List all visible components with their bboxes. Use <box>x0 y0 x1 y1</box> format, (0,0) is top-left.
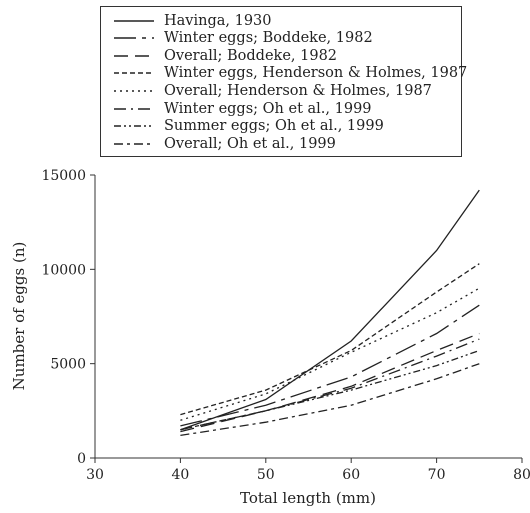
x-tick-label: 70 <box>428 467 446 483</box>
legend-entry: Winter eggs; Boddeke, 1982 <box>113 30 373 47</box>
y-tick-label: 10000 <box>41 262 86 278</box>
series-line-7 <box>180 349 480 431</box>
x-tick-label: 60 <box>342 467 360 483</box>
legend-swatch <box>114 54 154 57</box>
series-line-2 <box>180 304 480 427</box>
series-line-6 <box>180 338 480 431</box>
y-tick-label: 15000 <box>41 168 86 184</box>
legend-label: Winter eggs, Henderson & Holmes, 1987 <box>164 65 468 82</box>
legend-swatch <box>114 107 154 110</box>
legend-swatch <box>114 19 154 22</box>
legend-swatch <box>114 142 154 145</box>
x-ticks: 30 40 50 60 70 80 <box>86 458 530 483</box>
legend-entry: Winter eggs, Henderson & Holmes, 1987 <box>113 65 467 82</box>
y-ticks: 0 5000 10000 15000 <box>41 168 95 467</box>
x-tick-label: 40 <box>171 467 189 483</box>
legend-label: Summer eggs; Oh et al., 1999 <box>164 118 384 135</box>
y-tick-label: 0 <box>77 451 86 467</box>
series-line-5 <box>180 287 480 421</box>
legend-label: Winter eggs; Boddeke, 1982 <box>164 30 373 47</box>
series-line-3 <box>180 332 480 433</box>
series-line-1 <box>180 189 480 431</box>
legend-label: Overall; Boddeke, 1982 <box>164 47 338 64</box>
legend: Havinga, 1930 Winter eggs; Boddeke, 1982 O… <box>100 6 467 157</box>
series-line-4 <box>180 263 480 416</box>
legend-entry: Overall; Henderson & Holmes, 1987 <box>113 82 432 99</box>
y-tick-label: 5000 <box>50 357 86 373</box>
y-axis-label: Number of eggs (n) <box>10 242 28 391</box>
series-line-8 <box>180 363 480 437</box>
x-tick-label: 30 <box>86 467 104 483</box>
legend-entry: Overall; Boddeke, 1982 <box>113 47 337 64</box>
legend-label: Winter eggs; Oh et al., 1999 <box>164 100 372 117</box>
axes: 30 40 50 60 70 80 0 5000 10000 15000 Total lengt… <box>10 168 530 507</box>
legend-swatch <box>114 37 154 39</box>
legend-entry: Winter eggs; Oh et al., 1999 <box>113 100 372 117</box>
x-tick-label: 80 <box>513 467 530 483</box>
legend-label: Overall; Henderson & Holmes, 1987 <box>164 82 432 99</box>
x-tick-label: 50 <box>257 467 275 483</box>
legend-entry: Overall; Oh et al., 1999 <box>113 135 336 152</box>
series-lines <box>180 189 480 437</box>
legend-label: Overall; Oh et al., 1999 <box>164 135 336 152</box>
x-axis-label: Total length (mm) <box>240 489 376 507</box>
legend-label: Havinga, 1930 <box>164 12 272 29</box>
legend-entry: Havinga, 1930 <box>113 12 272 29</box>
legend-swatch <box>114 72 154 75</box>
legend-swatch <box>114 90 154 92</box>
legend-entry: Summer eggs; Oh et al., 1999 <box>113 118 384 135</box>
legend-swatch <box>114 125 154 127</box>
